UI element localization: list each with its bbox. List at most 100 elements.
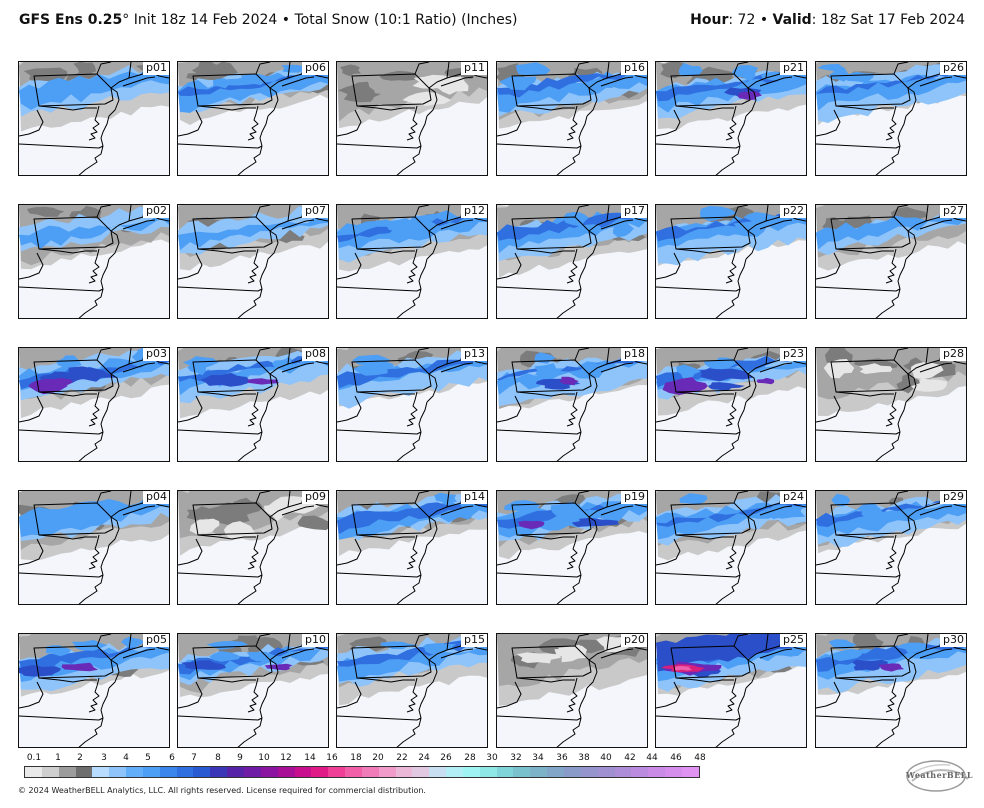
state-border [351,502,432,536]
state-border [816,395,841,423]
colorbar-tick-label: 32 [510,753,522,763]
state-border [497,252,522,280]
panel-label: p13 [461,348,487,361]
snow-shading-blue-north [550,501,584,518]
product-name: Total Snow (10:1 Ratio) (Inches) [294,12,518,28]
snow-shading-blue-north [856,503,878,516]
snow-shading-blue-deep [851,659,889,671]
colorbar-swatch [446,767,463,777]
ensemble-panel-p03: p03 [18,347,170,462]
state-border [670,645,751,679]
colorbar-swatch [395,767,413,777]
colorbar-tick-label: 30 [486,753,498,763]
state-border [19,681,44,709]
state-border [337,286,422,292]
panel-label: p28 [940,348,966,361]
panel-label: p29 [940,491,966,504]
snow-shading-blue-deep [181,660,227,670]
snow-shading-purple [878,663,905,672]
state-border [835,534,894,540]
state-border [108,659,120,689]
state-border [816,286,901,292]
snow-shading-blue-deep [19,665,62,677]
state-border [675,248,734,254]
snow-shading-purple [662,377,708,395]
state-border [497,572,582,578]
snow-shading-dark [340,64,361,77]
ensemble-panel-p19: p19 [496,490,648,605]
state-border [33,216,114,250]
snow-shading-blue-north [679,493,708,505]
colorbar-tick-label: 12 [280,753,292,763]
ensemble-panel-p26: p26 [815,61,967,176]
state-border [897,258,907,290]
colorbar-swatch [311,767,329,777]
state-border [267,373,279,403]
state-border [830,645,911,679]
valid-label: Valid [772,12,812,28]
snow-shading-blue-north [121,636,145,648]
state-border [675,391,734,397]
panel-label: p03 [143,348,169,361]
state-border [885,391,897,427]
snow-shading-blue-mid [816,70,966,111]
snow-shading-blue-north [676,364,701,380]
snow-shading-blue-dark [178,69,328,96]
state-border [516,248,575,254]
colorbar-swatch [126,767,143,777]
state-border [178,286,263,292]
state-border [192,216,273,250]
state-border [745,659,757,689]
colorbar-tick-label: 3 [101,753,107,763]
state-border [178,715,263,721]
state-border [33,73,114,107]
state-border [897,687,907,719]
state-border [237,574,263,604]
snow-shading-blue-north [498,75,537,91]
state-border [337,538,362,566]
state-border [38,677,97,683]
state-border [875,574,901,604]
snow-shading-blue-north [246,651,276,662]
state-border [905,87,917,117]
state-border [19,395,44,423]
ensemble-panel-p27: p27 [815,204,967,319]
snow-map [178,62,328,175]
colorbar-swatch [25,767,42,777]
snow-shading-blue-dark [656,351,806,388]
panel-label: p09 [302,491,328,504]
state-border [267,87,279,117]
state-border [426,230,438,260]
state-border [337,395,362,423]
state-border [556,717,582,747]
state-border [247,534,259,570]
colorbar-tick-label: 9 [237,753,243,763]
state-border [497,715,582,721]
state-border [100,544,110,576]
state-border [237,288,263,318]
state-border [418,687,428,719]
snow-map [656,634,806,747]
valid-time-header: Hour: 72 • Valid: 18z Sat 17 Feb 2024 [690,12,965,28]
ensemble-panel-p28: p28 [815,347,967,462]
state-border [247,677,259,713]
state-border [586,230,598,260]
state-border [835,677,894,683]
state-border [100,258,110,290]
colorbar-swatch [580,767,598,777]
ensemble-panel-p01: p01 [18,61,170,176]
ensemble-panel-p24: p24 [655,490,807,605]
state-border [905,373,917,403]
snow-shading-dark [297,515,328,531]
state-border [337,715,422,721]
state-border [351,73,432,107]
snow-shading-blue-north [434,492,457,503]
state-border [418,544,428,576]
state-border [578,258,588,290]
ensemble-panel-p15: p15 [336,633,488,748]
state-border [897,544,907,576]
snow-shading-purple [756,377,775,385]
state-border [656,252,681,280]
snow-shading-blue-mid [656,499,806,540]
colorbar-swatch [429,767,447,777]
